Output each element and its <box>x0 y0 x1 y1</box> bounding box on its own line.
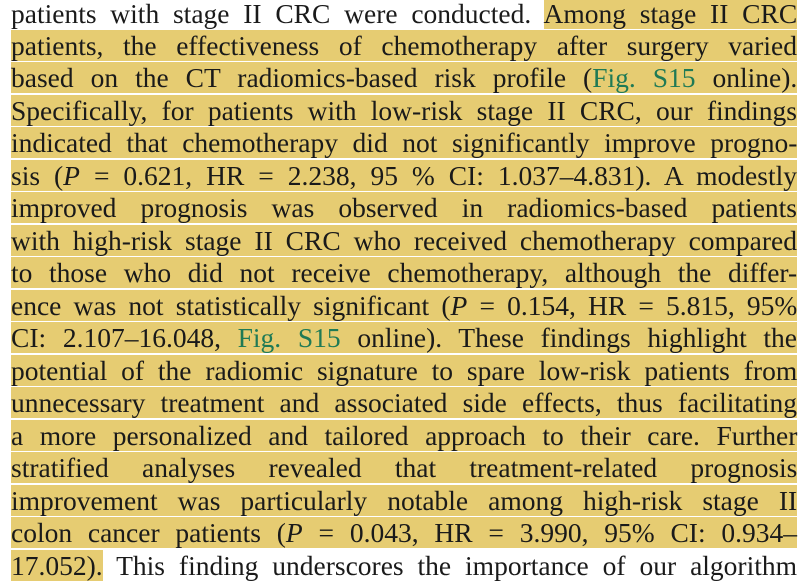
text-line-15: stratified analyses revealed that treatm… <box>11 452 798 484</box>
text-line-18: 17.052). This finding underscores the im… <box>11 550 797 582</box>
text-line-6: sis (P = 0.621, HR = 2.238, 95 % CI: 1.0… <box>11 160 797 192</box>
text-line-5: indicated that chemotherapy did not sign… <box>11 127 798 159</box>
highlighted-text: potential of the radiomic signature to s… <box>11 355 798 386</box>
text-line-16: improvement was particularly notable amo… <box>11 485 798 517</box>
plain-text: This finding underscores the importance … <box>102 550 797 581</box>
highlighted-text: stratified analyses revealed that treatm… <box>11 452 798 483</box>
figure-reference-link[interactable]: Fig. S15 <box>592 62 696 93</box>
text-line-14: a more personalized and tailored approac… <box>11 420 798 452</box>
text-line-1: patients with stage II CRC were conducte… <box>11 0 798 30</box>
text-line-10: ence was not statistically significant (… <box>11 290 798 322</box>
plain-text: patients with stage II CRC were conducte… <box>11 0 544 29</box>
text-line-13: unnecessary treatment and associated sid… <box>11 387 797 419</box>
text-line-3: based on the CT radiomics-based risk pro… <box>11 62 798 94</box>
text-line-17: colon cancer patients (P = 0.043, HR = 3… <box>11 517 798 549</box>
text-line-7: improved prognosis was observed in radio… <box>11 192 797 224</box>
highlighted-text: with high-risk stage II CRC who received… <box>11 225 797 256</box>
highlighted-text: online). <box>695 62 798 93</box>
highlighted-text: Among stage II CRC <box>543 0 798 29</box>
highlighted-text: = 0.154, HR = 5.815, 95% <box>467 290 798 321</box>
text-line-12: potential of the radiomic signature to s… <box>11 355 798 387</box>
highlighted-text: indicated that chemotherapy did not sign… <box>11 127 798 158</box>
highlighted-text: online). These findings highlight the <box>340 322 798 353</box>
figure-reference-link[interactable]: Fig. S15 <box>237 322 341 353</box>
highlighted-text: sis ( <box>11 160 64 191</box>
highlighted-text: = 0.043, HR = 3.990, 95% CI: 0.934– <box>302 517 798 548</box>
highlighted-text: improved prognosis was observed in radio… <box>11 192 797 223</box>
text-line-11: CI: 2.107–16.048, Fig. S15 online). Thes… <box>11 322 798 354</box>
italic-symbol: P <box>285 517 303 548</box>
text-line-9: to those who did not receive chemotherap… <box>11 257 798 289</box>
highlighted-text: colon cancer patients ( <box>11 517 286 548</box>
highlighted-text: a more personalized and tailored approac… <box>11 420 798 451</box>
highlighted-text: to those who did not receive chemotherap… <box>11 257 798 288</box>
highlighted-text: CI: 2.107–16.048, <box>11 322 238 353</box>
text-line-8: with high-risk stage II CRC who received… <box>11 225 797 257</box>
highlighted-text: improvement was particularly notable amo… <box>11 485 798 516</box>
italic-symbol: P <box>450 290 468 321</box>
highlighted-text: Specifically, for patients with low-risk… <box>11 95 797 126</box>
highlighted-text: 17.052). <box>11 550 103 581</box>
highlighted-text: patients, the effectiveness of chemother… <box>11 30 797 61</box>
text-line-4: Specifically, for patients with low-risk… <box>11 95 797 127</box>
italic-symbol: P <box>63 160 80 191</box>
highlighted-text: ence was not statistically significant ( <box>11 290 451 321</box>
highlighted-text: unnecessary treatment and associated sid… <box>11 387 797 418</box>
highlighted-text: based on the CT radiomics-based risk pro… <box>11 62 593 93</box>
text-line-2: patients, the effectiveness of chemother… <box>11 30 797 62</box>
highlighted-text: = 0.621, HR = 2.238, 95 % CI: 1.037–4.83… <box>79 160 797 191</box>
